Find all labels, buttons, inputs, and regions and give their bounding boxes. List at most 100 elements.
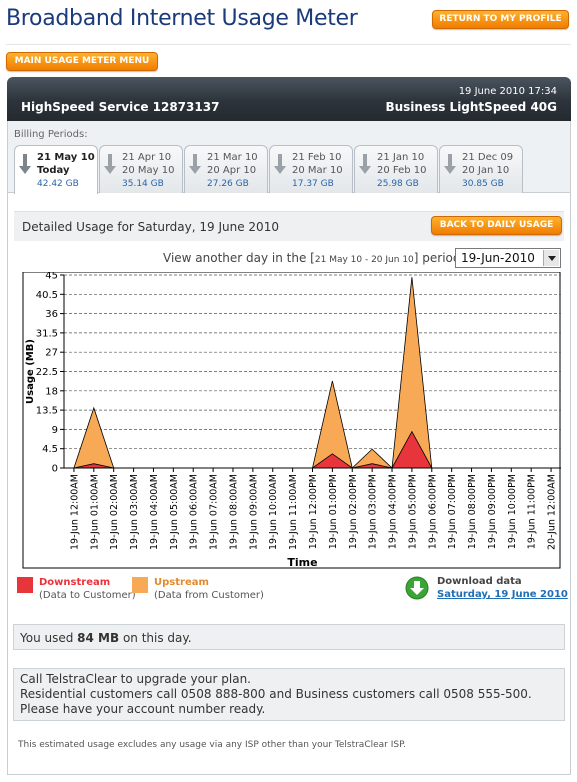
down-arrow-icon	[359, 154, 371, 176]
usage-footnote: This estimated usage excludes any usage …	[18, 740, 406, 750]
billing-period-tab[interactable]: 21 Feb 10 20 Mar 10 17.37 GB	[269, 145, 353, 193]
x-tick-label: 19-Jun 04:00AM	[149, 474, 160, 550]
usage-chart: 0 4.5 9 13.5 18 22.5 27 31.5 36 40.5 45 19-Jun 12:0…	[13, 272, 561, 570]
x-tick-label: 19-Jun 02:00PM	[348, 474, 359, 549]
period-end: 20 Feb 10	[377, 165, 427, 176]
usage-chart-svg: 0 4.5 9 13.5 18 22.5 27 31.5 36 40.5 45 19-Jun 12:0…	[22, 272, 561, 569]
x-axis-title: Time	[287, 556, 317, 569]
x-tick-label: 19-Jun 08:00AM	[228, 474, 239, 550]
y-tick-label: 9	[52, 425, 58, 436]
period-start: 21 Dec 09	[462, 152, 514, 163]
x-tick-label: 19-Jun 02:00AM	[109, 474, 120, 550]
return-to-profile-button[interactable]: RETURN TO MY PROFILE	[432, 10, 569, 29]
plan-name: Business LightSpeed 40G	[385, 100, 557, 114]
view-another-day-label: View another day in the [21 May 10 - 20 …	[163, 251, 465, 265]
x-tick-label: 19-Jun 05:00AM	[169, 474, 180, 550]
daily-usage-summary: You used 84 MB on this day.	[13, 624, 565, 650]
header-divider	[6, 44, 571, 45]
y-axis-title: Usage (MB)	[25, 339, 36, 404]
billing-period-tab[interactable]: 21 Mar 10 20 Apr 10 27.26 GB	[184, 145, 268, 193]
summary-prefix: You used	[20, 631, 78, 645]
period-usage: 42.42 GB	[37, 179, 79, 189]
x-tick-label: 19-Jun 07:00PM	[447, 474, 458, 549]
period-start: 21 Feb 10	[292, 152, 342, 163]
x-tick-label: 19-Jun 06:00AM	[189, 474, 200, 550]
upstream-legend-sub: (Data from Customer)	[154, 590, 264, 601]
upgrade-line-2: Residential customers call 0508 888-800 …	[20, 687, 532, 701]
billing-period-tab[interactable]: 21 May 10 Today 42.42 GB	[14, 145, 98, 194]
period-end: Today	[37, 165, 70, 176]
period-range: 21 May 10 - 20 Jun 10	[314, 255, 414, 265]
y-tick-label: 18	[45, 386, 58, 397]
period-start: 21 Mar 10	[207, 152, 258, 163]
view-suffix: ] period:	[413, 251, 465, 265]
x-tick-label: 19-Jun 01:00PM	[328, 474, 339, 549]
chevron-down-icon	[548, 256, 556, 261]
upgrade-info: Call TelstraClear to upgrade your plan. …	[13, 668, 565, 721]
back-to-daily-usage-button[interactable]: BACK TO DAILY USAGE	[431, 216, 562, 235]
period-end: 20 May 10	[122, 165, 175, 176]
detail-title: Detailed Usage for Saturday, 19 June 201…	[22, 220, 279, 234]
period-usage: 27.26 GB	[207, 179, 249, 189]
period-usage: 25.98 GB	[377, 179, 419, 189]
upstream-legend-title: Upstream	[154, 577, 209, 588]
y-tick-label: 0	[52, 464, 58, 475]
y-tick-label: 40.5	[36, 290, 58, 301]
y-tick-label: 45	[45, 272, 58, 282]
date-select-dropdown-button[interactable]	[543, 250, 559, 266]
main-usage-meter-menu-button[interactable]: MAIN USAGE METER MENU	[6, 52, 158, 71]
upgrade-line-3: Please have your account number ready.	[20, 702, 266, 716]
period-usage: 30.85 GB	[462, 179, 504, 189]
y-tick-label: 36	[45, 309, 58, 320]
x-tick-label: 19-Jun 03:00PM	[368, 474, 379, 549]
x-tick-label: 19-Jun 03:00AM	[129, 474, 140, 550]
x-tick-label: 19-Jun 10:00PM	[507, 474, 518, 549]
x-tick-label: 19-Jun 07:00AM	[209, 474, 220, 550]
download-arrow-icon[interactable]	[405, 576, 429, 600]
downstream-swatch	[17, 577, 33, 593]
x-tick-label: 19-Jun 11:00AM	[288, 474, 299, 550]
down-arrow-icon	[19, 154, 31, 176]
billing-panel: Billing Periods: 21 May 10 Today 42.42 GB 2…	[7, 121, 571, 775]
x-tick-label: 19-Jun 12:00AM	[69, 474, 80, 550]
date-select-value: 19-Jun-2010	[461, 251, 535, 265]
period-end: 20 Jan 10	[462, 165, 510, 176]
y-tick-label: 13.5	[36, 406, 58, 417]
period-end: 20 Mar 10	[292, 165, 343, 176]
period-usage: 35.14 GB	[122, 179, 164, 189]
y-tick-label: 22.5	[36, 367, 58, 378]
x-tick-label: 19-Jun 11:00PM	[527, 474, 538, 549]
billing-period-tab[interactable]: 21 Dec 09 20 Jan 10 30.85 GB	[439, 145, 523, 193]
current-datetime: 19 June 2010 17:34	[458, 86, 557, 97]
billing-period-tab[interactable]: 21 Jan 10 20 Feb 10 25.98 GB	[354, 145, 438, 193]
view-prefix: View another day in the [	[163, 251, 315, 265]
download-data-link[interactable]: Saturday, 19 June 2010	[437, 589, 568, 600]
downstream-legend-sub: (Data to Customer)	[39, 590, 136, 601]
down-arrow-icon	[189, 154, 201, 176]
x-tick-label: 19-Jun 04:00PM	[388, 474, 399, 549]
down-arrow-icon	[274, 154, 286, 176]
x-tick-label: 19-Jun 09:00AM	[248, 474, 259, 550]
billing-periods-label: Billing Periods:	[14, 129, 88, 140]
y-tick-label: 4.5	[42, 444, 58, 455]
x-tick-label: 20-Jun 12:00AM	[547, 474, 558, 550]
upstream-swatch	[132, 577, 148, 593]
period-start: 21 Jan 10	[377, 152, 425, 163]
page-title: Broadband Internet Usage Meter	[6, 6, 358, 31]
x-tick-label: 19-Jun 09:00PM	[487, 474, 498, 549]
date-select[interactable]: 19-Jun-2010	[455, 248, 561, 268]
summary-suffix: on this day.	[119, 631, 192, 645]
x-tick-label: 19-Jun 01:00AM	[89, 474, 100, 550]
down-arrow-icon	[104, 154, 116, 176]
upgrade-line-1: Call TelstraClear to upgrade your plan.	[20, 672, 251, 686]
y-tick-label: 27	[45, 348, 58, 359]
chart-frame	[22, 272, 561, 569]
x-tick-label: 19-Jun 08:00PM	[467, 474, 478, 549]
x-tick-label: 19-Jun 10:00AM	[268, 474, 279, 550]
x-tick-label: 19-Jun 12:00PM	[308, 474, 319, 549]
billing-periods-header: Billing Periods: 21 May 10 Today 42.42 GB 2…	[8, 121, 570, 194]
x-tick-label: 19-Jun 05:00PM	[407, 474, 418, 549]
period-start: 21 May 10	[37, 152, 95, 163]
billing-period-tab[interactable]: 21 Apr 10 20 May 10 35.14 GB	[99, 145, 183, 193]
summary-amount: 84 MB	[77, 631, 120, 645]
